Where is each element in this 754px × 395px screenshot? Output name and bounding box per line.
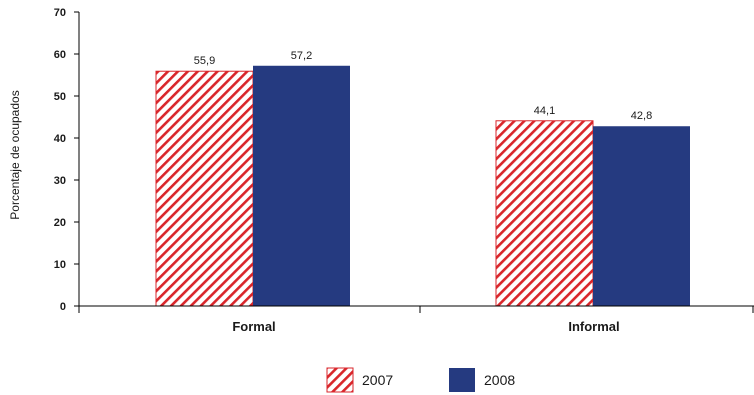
y-tick-label: 70 [54,7,66,19]
data-label-2007-informal: 44,1 [534,105,555,117]
category-label-informal: Informal [568,319,619,334]
y-tick-label: 0 [60,301,66,313]
y-axis-ticks: 0 10 20 30 40 50 60 70 [54,7,79,313]
y-tick-label: 40 [54,133,66,145]
bars [155,65,690,307]
y-tick-label: 20 [54,217,66,229]
legend-label-2007: 2007 [362,372,393,388]
y-tick-label: 60 [54,49,66,61]
category-labels: Formal Informal [232,319,619,334]
data-label-2008-formal: 57,2 [291,50,312,62]
data-label-2008-informal: 42,8 [631,110,652,122]
y-tick-label: 30 [54,175,66,187]
bar-2008-formal [253,65,350,306]
y-tick-label: 10 [54,259,66,271]
data-labels: 55,9 57,2 44,1 42,8 [194,50,652,122]
data-label-2007-formal: 55,9 [194,55,215,67]
y-axis-label: Porcentaje de ocupados [8,90,22,219]
legend: 2007 2008 [326,367,515,393]
y-tick-label: 50 [54,91,66,103]
legend-swatch-2008 [449,368,475,392]
legend-label-2008: 2008 [484,372,515,388]
category-label-formal: Formal [232,319,275,334]
bar-2007-informal [495,120,594,307]
legend-swatch-2007 [326,367,354,393]
bar-2008-informal [593,126,690,307]
bar-2007-formal [155,70,254,307]
